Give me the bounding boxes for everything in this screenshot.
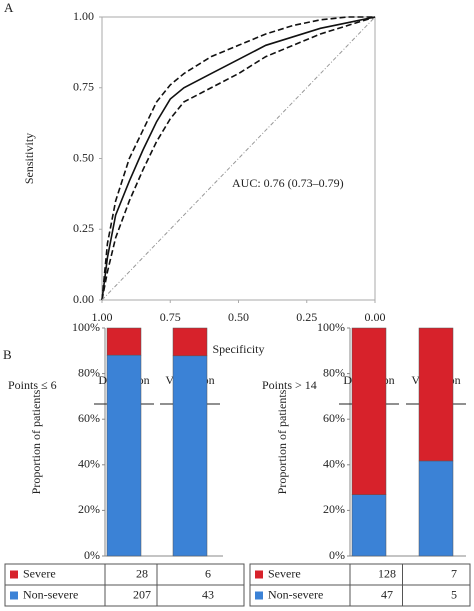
legend-swatch (10, 570, 18, 579)
table-count: 7 (451, 566, 457, 580)
legend-label: Severe (268, 566, 301, 580)
roc-line (101, 16, 376, 301)
bar-segment (172, 355, 208, 557)
y-tick-label: 0% (84, 548, 100, 562)
bar-segment (106, 327, 142, 356)
x-axis-label: Specificity (213, 342, 265, 356)
annotation: AUC: 0.76 (0.73–0.79) (232, 176, 344, 190)
legend-swatch (255, 591, 263, 600)
y-tick-label: 80% (323, 365, 345, 379)
bar-segment (418, 327, 454, 462)
y-axis-label: Proportion of patients (275, 389, 289, 494)
bar-segment (351, 327, 387, 495)
bar-segment (351, 494, 387, 557)
table-count: 128 (378, 566, 396, 580)
roc-line (101, 16, 376, 301)
y-tick-label: 40% (323, 457, 345, 471)
legend-label: Non-severe (268, 587, 323, 601)
y-tick-label: 1.00 (73, 9, 94, 23)
x-tick-label: 0.75 (160, 310, 181, 324)
roc-line (101, 16, 376, 301)
table-count: 6 (205, 566, 211, 580)
y-tick-label: 100% (72, 320, 100, 334)
table-count: 207 (133, 587, 151, 601)
x-tick-label: 0.50 (228, 310, 249, 324)
x-tick-label: 0.25 (296, 310, 317, 324)
table-count: 5 (451, 587, 457, 601)
bar-segment (172, 327, 208, 357)
y-axis-label: Proportion of patients (29, 389, 43, 494)
y-tick-label: 0.50 (73, 150, 94, 164)
legend-swatch (255, 570, 263, 579)
panel-label: B (3, 347, 12, 362)
y-tick-label: 20% (323, 502, 345, 516)
legend-label: Non-severe (23, 587, 78, 601)
group-label: Points > 14 (262, 378, 317, 392)
roc-line (101, 16, 375, 301)
legend-swatch (10, 591, 18, 600)
y-tick-label: 20% (78, 502, 100, 516)
y-tick-label: 60% (323, 411, 345, 425)
y-tick-label: 80% (78, 365, 100, 379)
bar-segment (106, 354, 142, 557)
table-count: 43 (202, 587, 214, 601)
y-axis-label: Sensitivity (22, 133, 36, 184)
y-tick-label: 0.75 (73, 80, 94, 94)
y-tick-label: 40% (78, 457, 100, 471)
legend-label: Severe (23, 566, 56, 580)
x-tick-label: 1.00 (92, 310, 113, 324)
table-count: 28 (136, 566, 148, 580)
y-tick-label: 100% (317, 320, 345, 334)
y-tick-label: 0% (329, 548, 345, 562)
group-label: Points ≤ 6 (8, 378, 57, 392)
y-tick-label: 0.00 (73, 292, 94, 306)
y-tick-label: 0.25 (73, 221, 94, 235)
x-tick-label: 0.00 (365, 310, 386, 324)
y-tick-label: 60% (78, 411, 100, 425)
table-count: 47 (381, 587, 393, 601)
panel-label: A (4, 0, 14, 15)
bar-segment (418, 460, 454, 557)
